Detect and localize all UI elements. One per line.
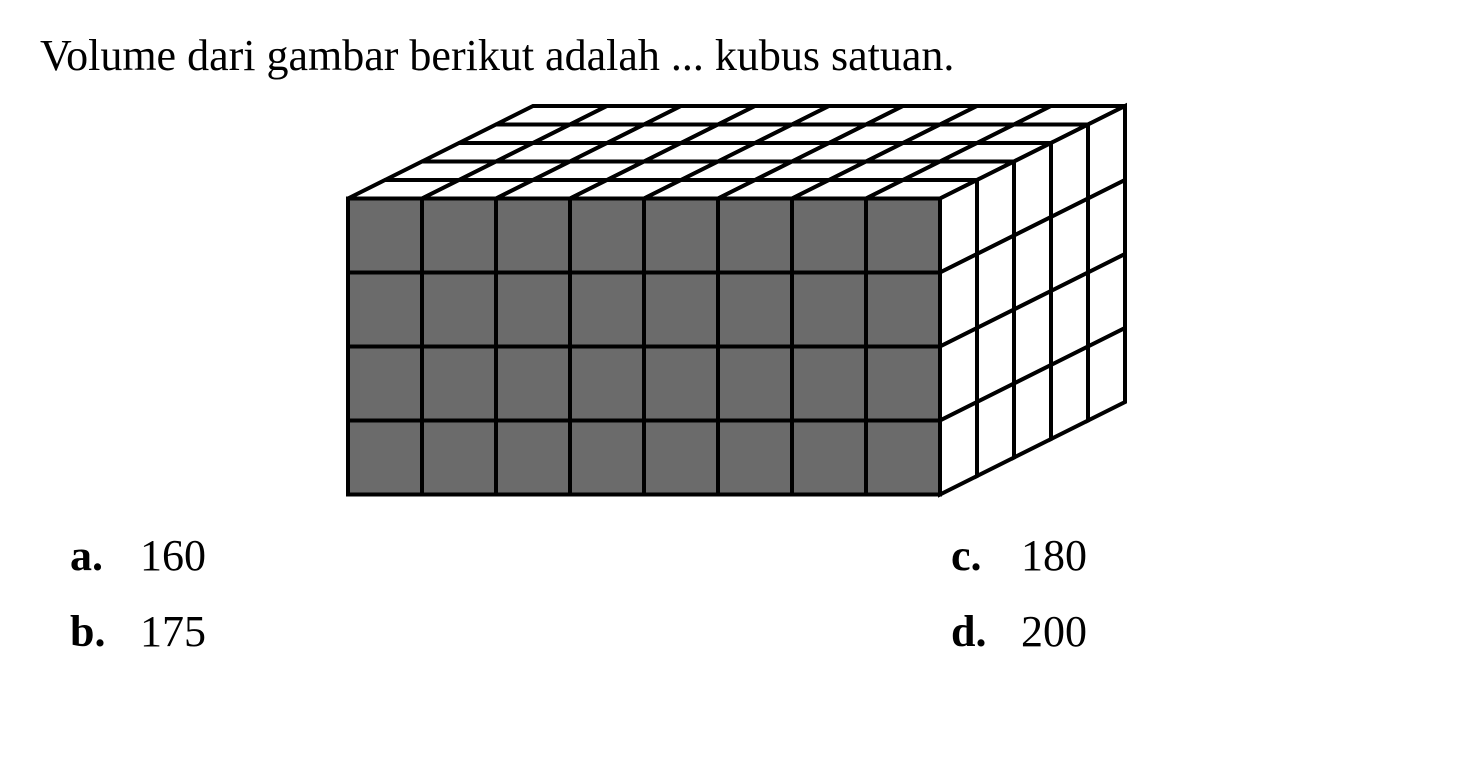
cube-diagram <box>343 101 1130 500</box>
answer-a-value: 160 <box>140 530 206 581</box>
answer-d: d. 200 <box>951 606 1432 657</box>
answers-grid: a. 160 c. 180 b. 175 d. 200 <box>40 530 1432 657</box>
answer-d-label: d. <box>951 606 1011 657</box>
answer-b-label: b. <box>70 606 130 657</box>
answer-b: b. 175 <box>70 606 551 657</box>
answer-d-value: 200 <box>1021 606 1087 657</box>
answer-c: c. 180 <box>951 530 1432 581</box>
question-text: Volume dari gambar berikut adalah ... ku… <box>40 30 1432 81</box>
cube-diagram-container <box>40 101 1432 500</box>
answer-c-label: c. <box>951 530 1011 581</box>
answer-b-value: 175 <box>140 606 206 657</box>
answer-a: a. 160 <box>70 530 551 581</box>
answer-c-value: 180 <box>1021 530 1087 581</box>
answer-a-label: a. <box>70 530 130 581</box>
